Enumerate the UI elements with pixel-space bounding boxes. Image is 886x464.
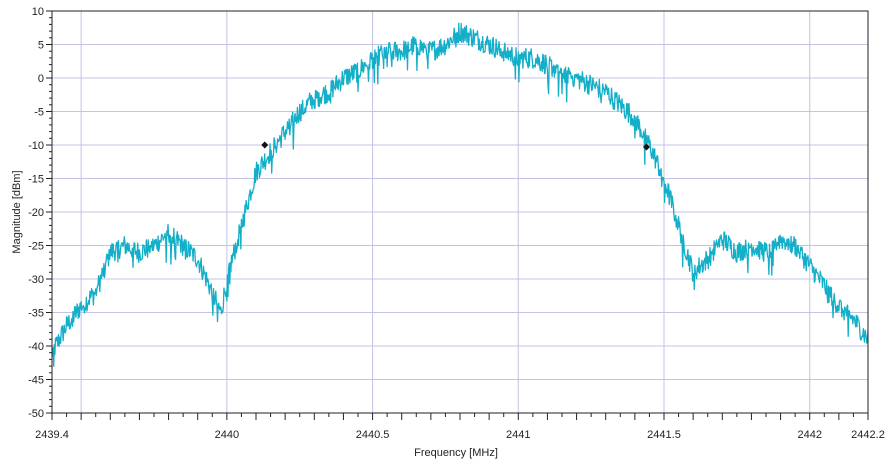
y-tick-label: -45 [28,375,44,387]
y-tick-label: -10 [28,140,44,152]
y-axis-title: Magnitude [dBm] [11,170,23,253]
marker-point [261,141,269,149]
y-tick-label: -30 [28,274,44,286]
series-layer [51,22,869,367]
series-line [51,22,869,367]
axes: 10 5 0 -5 -10 -15 -20 -25 -30 -35 -40 -45 -50 2439.4 2… [28,6,885,441]
y-tick-label: -50 [28,408,44,420]
y-tick-label: -35 [28,308,44,320]
y-tick-label: -5 [34,107,44,119]
y-tick-label: -20 [28,207,44,219]
grid [52,11,868,413]
y-tick-label: 5 [38,40,44,52]
x-tick-label: 2440.5 [356,429,390,441]
x-axis-title: Frequency [MHz] [414,447,498,459]
x-tick-label: 2442.2 [851,429,885,441]
marker-layer [261,141,651,151]
y-tick-label: 10 [32,6,44,18]
x-tick-label: 2442 [797,429,821,441]
x-tick-label: 2439.4 [35,429,69,441]
x-tick-label: 2440 [215,429,239,441]
x-tick-label: 2441 [506,429,530,441]
x-tick-label: 2441.5 [647,429,681,441]
y-tick-label: -40 [28,341,44,353]
y-tick-label: -25 [28,241,44,253]
y-tick-label: 0 [38,73,44,85]
marker-point [643,143,651,151]
y-tick-label: -15 [28,174,44,186]
